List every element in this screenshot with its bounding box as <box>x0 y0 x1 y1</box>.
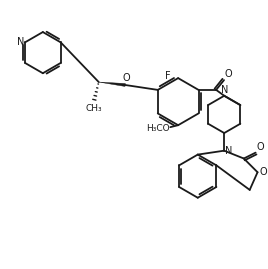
Text: N: N <box>225 146 233 156</box>
Text: O: O <box>225 69 233 79</box>
Text: O: O <box>256 142 264 152</box>
Text: O: O <box>122 73 130 83</box>
Polygon shape <box>99 82 125 86</box>
Text: N: N <box>221 85 228 95</box>
Text: F: F <box>165 71 171 81</box>
Text: O: O <box>259 167 267 177</box>
Text: CH₃: CH₃ <box>85 104 102 113</box>
Text: H₃CO: H₃CO <box>146 124 169 133</box>
Text: N: N <box>17 37 24 47</box>
